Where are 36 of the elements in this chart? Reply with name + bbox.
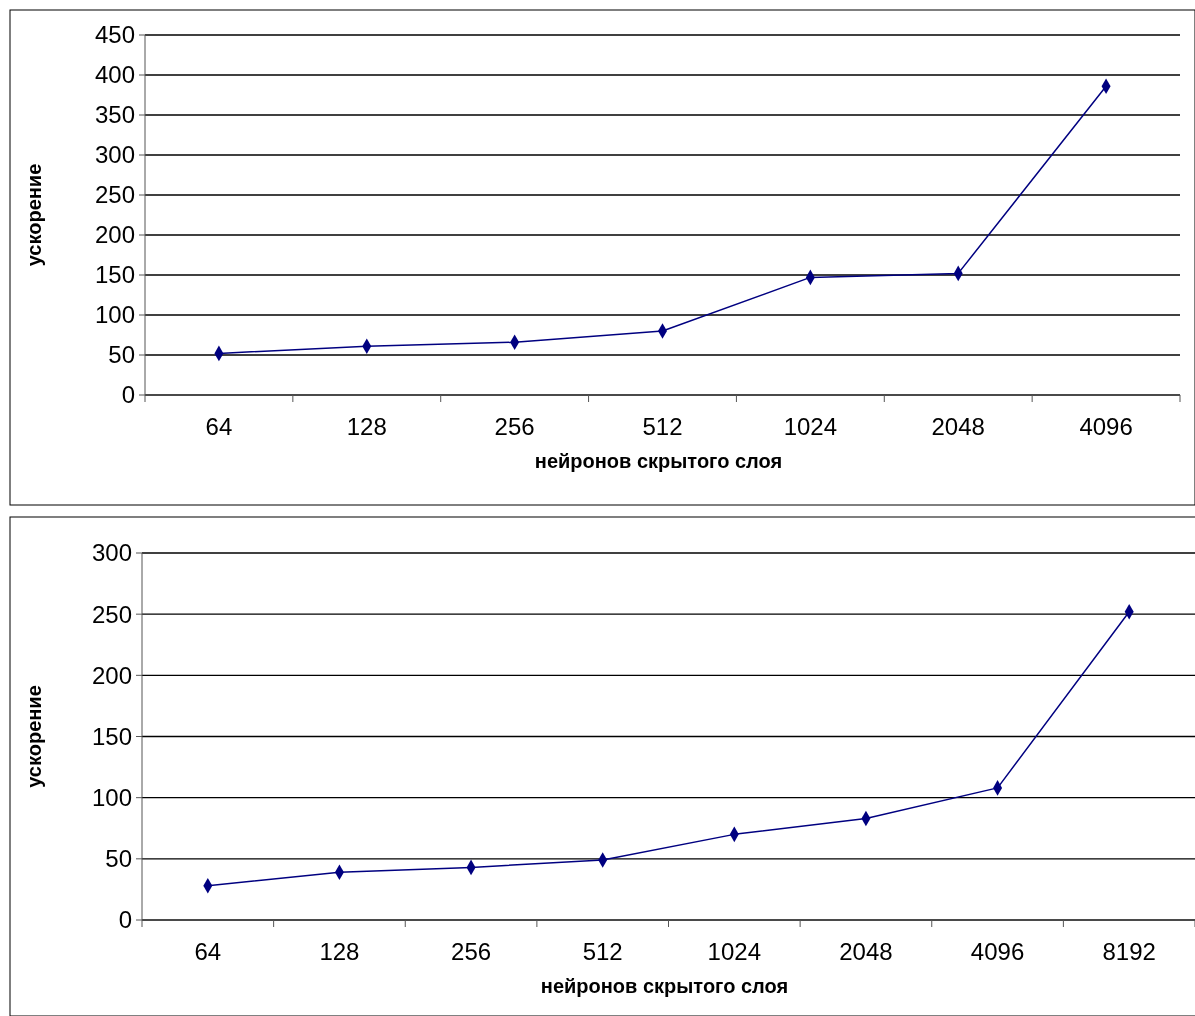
y-tick-label: 200 xyxy=(94,221,135,249)
y-tick-label: 0 xyxy=(121,381,135,409)
x-tick-label: 2048 xyxy=(931,413,985,440)
y-tick-label: 150 xyxy=(94,261,135,289)
x-tick-label: 64 xyxy=(194,938,222,965)
y-tick-label: 50 xyxy=(105,845,132,873)
y-tick-label: 250 xyxy=(94,181,135,209)
y-tick-label: 50 xyxy=(108,341,135,369)
x-tick-label: 128 xyxy=(346,413,387,440)
y-tick-label: 100 xyxy=(94,301,135,329)
x-tick-label: 8192 xyxy=(1102,938,1156,965)
x-tick-label: 4096 xyxy=(1079,413,1133,440)
x-tick-label: 256 xyxy=(494,413,535,440)
x-axis-title: нейронов скрытого слоя xyxy=(540,975,789,997)
y-tick-label: 150 xyxy=(91,722,132,750)
x-tick-label: 2048 xyxy=(839,938,893,965)
x-axis-title: нейронов скрытого слоя xyxy=(534,450,783,472)
x-tick-label: 256 xyxy=(451,938,492,965)
x-tick-label: 512 xyxy=(642,413,683,440)
y-axis-title: ускорение xyxy=(23,685,45,788)
y-tick-label: 450 xyxy=(94,21,135,49)
y-tick-label: 250 xyxy=(91,600,132,628)
y-tick-label: 0 xyxy=(118,906,132,934)
y-tick-label: 300 xyxy=(94,141,135,169)
y-tick-label: 300 xyxy=(91,539,132,567)
x-tick-label: 64 xyxy=(205,413,233,440)
y-tick-label: 200 xyxy=(91,661,132,689)
y-tick-label: 400 xyxy=(94,61,135,89)
y-tick-label: 350 xyxy=(94,101,135,129)
x-tick-label: 1024 xyxy=(783,413,838,440)
x-tick-label: 4096 xyxy=(970,938,1025,965)
y-tick-label: 100 xyxy=(91,784,132,812)
x-tick-label: 512 xyxy=(582,938,623,965)
y-axis-title: ускорение xyxy=(23,163,45,267)
x-tick-label: 1024 xyxy=(707,938,762,965)
x-tick-label: 128 xyxy=(319,938,360,965)
